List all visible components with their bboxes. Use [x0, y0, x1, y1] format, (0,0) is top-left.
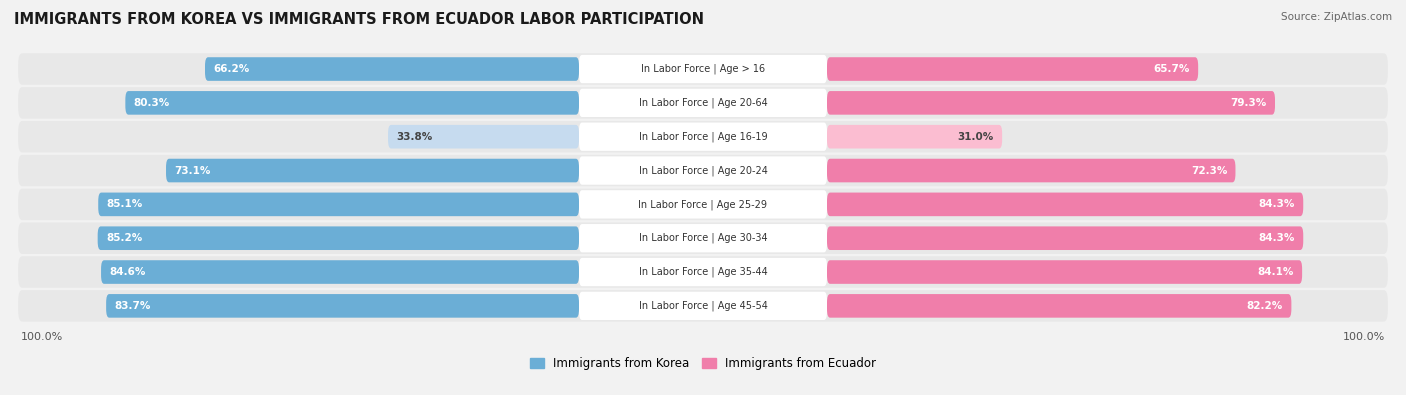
Text: 33.8%: 33.8% — [396, 132, 433, 142]
Text: 84.3%: 84.3% — [1258, 233, 1295, 243]
FancyBboxPatch shape — [98, 193, 579, 216]
Text: 100.0%: 100.0% — [21, 331, 63, 342]
Text: In Labor Force | Age 16-19: In Labor Force | Age 16-19 — [638, 132, 768, 142]
FancyBboxPatch shape — [101, 260, 579, 284]
Text: 72.3%: 72.3% — [1191, 166, 1227, 175]
Text: 100.0%: 100.0% — [1343, 331, 1385, 342]
FancyBboxPatch shape — [579, 224, 827, 252]
FancyBboxPatch shape — [105, 294, 579, 318]
FancyBboxPatch shape — [579, 292, 827, 320]
FancyBboxPatch shape — [18, 189, 1388, 220]
FancyBboxPatch shape — [827, 294, 1291, 318]
FancyBboxPatch shape — [18, 222, 1388, 254]
Text: 84.3%: 84.3% — [1258, 199, 1295, 209]
FancyBboxPatch shape — [827, 57, 1198, 81]
Text: 73.1%: 73.1% — [174, 166, 211, 175]
FancyBboxPatch shape — [827, 91, 1275, 115]
Text: In Labor Force | Age 35-44: In Labor Force | Age 35-44 — [638, 267, 768, 277]
Text: In Labor Force | Age 30-34: In Labor Force | Age 30-34 — [638, 233, 768, 243]
FancyBboxPatch shape — [18, 155, 1388, 186]
FancyBboxPatch shape — [827, 125, 1002, 149]
FancyBboxPatch shape — [166, 159, 579, 182]
FancyBboxPatch shape — [579, 190, 827, 218]
FancyBboxPatch shape — [18, 121, 1388, 152]
Text: 31.0%: 31.0% — [957, 132, 994, 142]
FancyBboxPatch shape — [205, 57, 579, 81]
FancyBboxPatch shape — [827, 159, 1236, 182]
FancyBboxPatch shape — [18, 290, 1388, 322]
Text: In Labor Force | Age 45-54: In Labor Force | Age 45-54 — [638, 301, 768, 311]
FancyBboxPatch shape — [579, 89, 827, 117]
FancyBboxPatch shape — [97, 226, 579, 250]
FancyBboxPatch shape — [18, 53, 1388, 85]
Text: In Labor Force | Age 20-24: In Labor Force | Age 20-24 — [638, 165, 768, 176]
Text: 65.7%: 65.7% — [1153, 64, 1189, 74]
Text: In Labor Force | Age 25-29: In Labor Force | Age 25-29 — [638, 199, 768, 210]
Text: 66.2%: 66.2% — [214, 64, 249, 74]
Text: 84.1%: 84.1% — [1257, 267, 1294, 277]
Text: Source: ZipAtlas.com: Source: ZipAtlas.com — [1281, 12, 1392, 22]
Text: In Labor Force | Age 20-64: In Labor Force | Age 20-64 — [638, 98, 768, 108]
FancyBboxPatch shape — [579, 156, 827, 185]
Text: 79.3%: 79.3% — [1230, 98, 1267, 108]
FancyBboxPatch shape — [579, 258, 827, 286]
FancyBboxPatch shape — [18, 256, 1388, 288]
FancyBboxPatch shape — [579, 122, 827, 151]
Text: IMMIGRANTS FROM KOREA VS IMMIGRANTS FROM ECUADOR LABOR PARTICIPATION: IMMIGRANTS FROM KOREA VS IMMIGRANTS FROM… — [14, 12, 704, 27]
Text: In Labor Force | Age > 16: In Labor Force | Age > 16 — [641, 64, 765, 74]
Text: 85.2%: 85.2% — [105, 233, 142, 243]
FancyBboxPatch shape — [125, 91, 579, 115]
FancyBboxPatch shape — [827, 193, 1303, 216]
FancyBboxPatch shape — [827, 226, 1303, 250]
FancyBboxPatch shape — [18, 87, 1388, 118]
Text: 85.1%: 85.1% — [107, 199, 143, 209]
Text: 83.7%: 83.7% — [114, 301, 150, 311]
Text: 82.2%: 82.2% — [1247, 301, 1284, 311]
Text: 84.6%: 84.6% — [110, 267, 146, 277]
Legend: Immigrants from Korea, Immigrants from Ecuador: Immigrants from Korea, Immigrants from E… — [524, 352, 882, 375]
FancyBboxPatch shape — [388, 125, 579, 149]
FancyBboxPatch shape — [579, 55, 827, 83]
FancyBboxPatch shape — [827, 260, 1302, 284]
Text: 80.3%: 80.3% — [134, 98, 170, 108]
